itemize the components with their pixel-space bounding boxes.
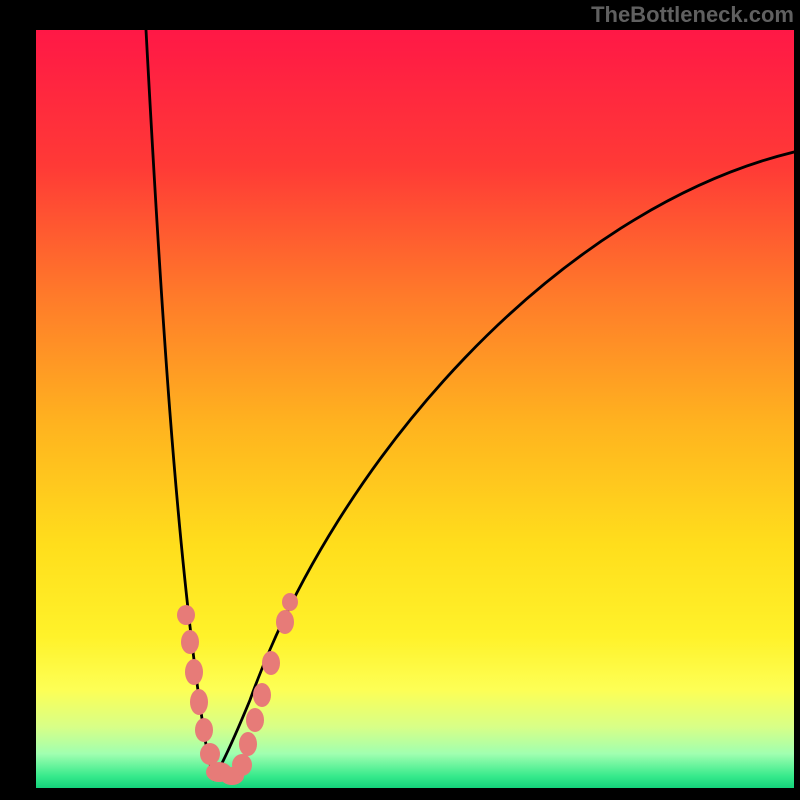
chart-frame: TheBottleneck.com xyxy=(0,0,800,800)
watermark-text: TheBottleneck.com xyxy=(591,2,794,28)
curve-dot xyxy=(262,651,280,675)
curve-dot xyxy=(246,708,264,732)
curve-dot xyxy=(190,689,208,715)
curve-dot xyxy=(177,605,195,625)
plot-area xyxy=(36,30,794,788)
curve-overlay xyxy=(36,30,794,788)
curve-dot xyxy=(253,683,271,707)
curve-dots xyxy=(177,593,298,785)
curve-dot xyxy=(185,659,203,685)
curve-dot xyxy=(200,743,220,765)
curve-dot xyxy=(195,718,213,742)
curve-dot xyxy=(276,610,294,634)
curve-dot xyxy=(239,732,257,756)
curve-dot xyxy=(282,593,298,611)
curve-dot xyxy=(181,630,199,654)
curve-dot xyxy=(232,754,252,776)
bottleneck-curve xyxy=(146,30,794,778)
